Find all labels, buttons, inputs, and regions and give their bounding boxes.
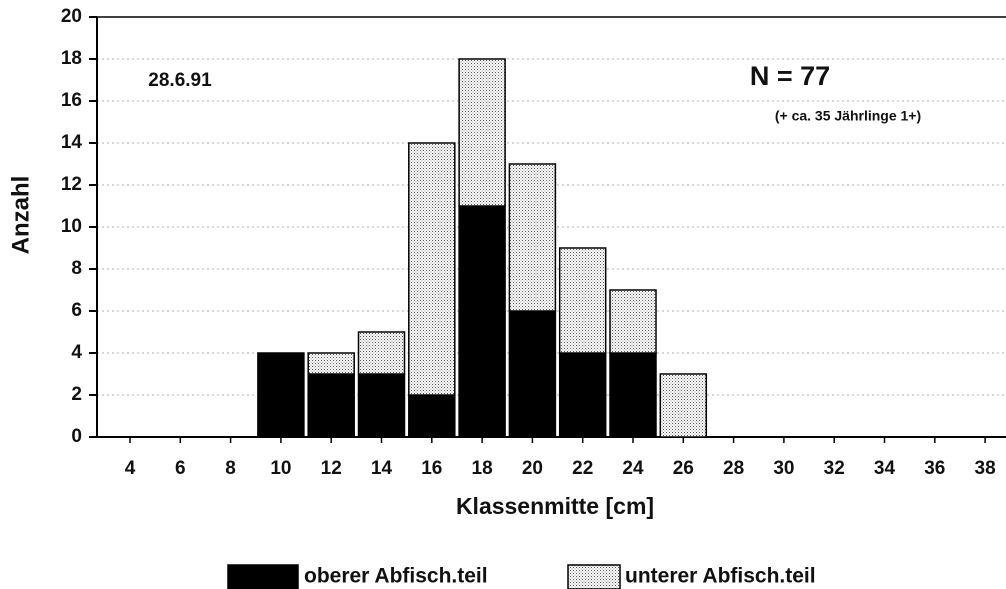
y-tick-label: 0: [71, 426, 82, 447]
y-tick-label: 20: [61, 6, 82, 27]
x-tick-label: 22: [572, 458, 593, 479]
x-tick-label: 10: [270, 458, 291, 479]
x-tick-label: 26: [673, 458, 694, 479]
y-tick-label: 4: [71, 342, 82, 363]
bar-segment: [659, 373, 708, 438]
x-tick-label: 6: [175, 458, 186, 479]
x-tick-label: 20: [522, 458, 543, 479]
y-tick-label: 10: [61, 216, 82, 237]
x-tick-label: 16: [421, 458, 442, 479]
bar-segment: [609, 289, 657, 354]
y-tick-label: 8: [71, 258, 82, 279]
x-tick-label: 8: [225, 458, 236, 479]
annotation: (+ ca. 35 Jährlinge 1+): [775, 108, 921, 124]
x-tick-label: 18: [472, 458, 493, 479]
x-tick-label: 32: [824, 458, 845, 479]
bar-segment: [307, 352, 355, 375]
legend-swatch: [567, 564, 621, 589]
bar-segment: [609, 352, 657, 438]
x-tick-label: 14: [371, 458, 393, 479]
bar-segment: [408, 142, 456, 396]
bar-segment: [458, 205, 506, 438]
y-tick-label: 6: [71, 300, 82, 321]
annotation: N = 77: [750, 61, 830, 91]
legend-swatch: [227, 564, 299, 589]
bar-segment: [307, 373, 355, 438]
x-tick-label: 12: [321, 458, 342, 479]
x-tick-label: 36: [924, 458, 945, 479]
bar-segment: [408, 394, 456, 438]
y-tick-label: 2: [71, 384, 82, 405]
legend-label: unterer Abfisch.teil: [625, 565, 816, 588]
annotation: 28.6.91: [148, 70, 212, 91]
x-tick-label: 38: [975, 458, 996, 479]
legend-label: oberer Abfisch.teil: [304, 565, 488, 588]
bar-segment: [357, 373, 406, 438]
x-axis-title: Klassenmitte [cm]: [456, 493, 654, 519]
bar-segment: [558, 352, 607, 438]
bar-segment: [458, 58, 506, 207]
x-tick-label: 30: [773, 458, 794, 479]
x-tick-label: 34: [874, 458, 896, 479]
bar-segment: [508, 310, 557, 438]
y-tick-label: 16: [61, 90, 82, 111]
x-tick-label: 4: [125, 458, 136, 479]
x-tick-label: 24: [622, 458, 644, 479]
y-axis-title: Anzahl: [7, 176, 34, 255]
y-tick-label: 18: [61, 48, 82, 69]
y-tick-label: 12: [61, 174, 82, 195]
bar-segment: [558, 247, 607, 354]
bar-segment: [508, 163, 557, 312]
x-tick-label: 28: [723, 458, 744, 479]
bar-segment: [357, 331, 406, 375]
y-tick-label: 14: [61, 132, 83, 153]
bar-segment: [257, 352, 305, 438]
